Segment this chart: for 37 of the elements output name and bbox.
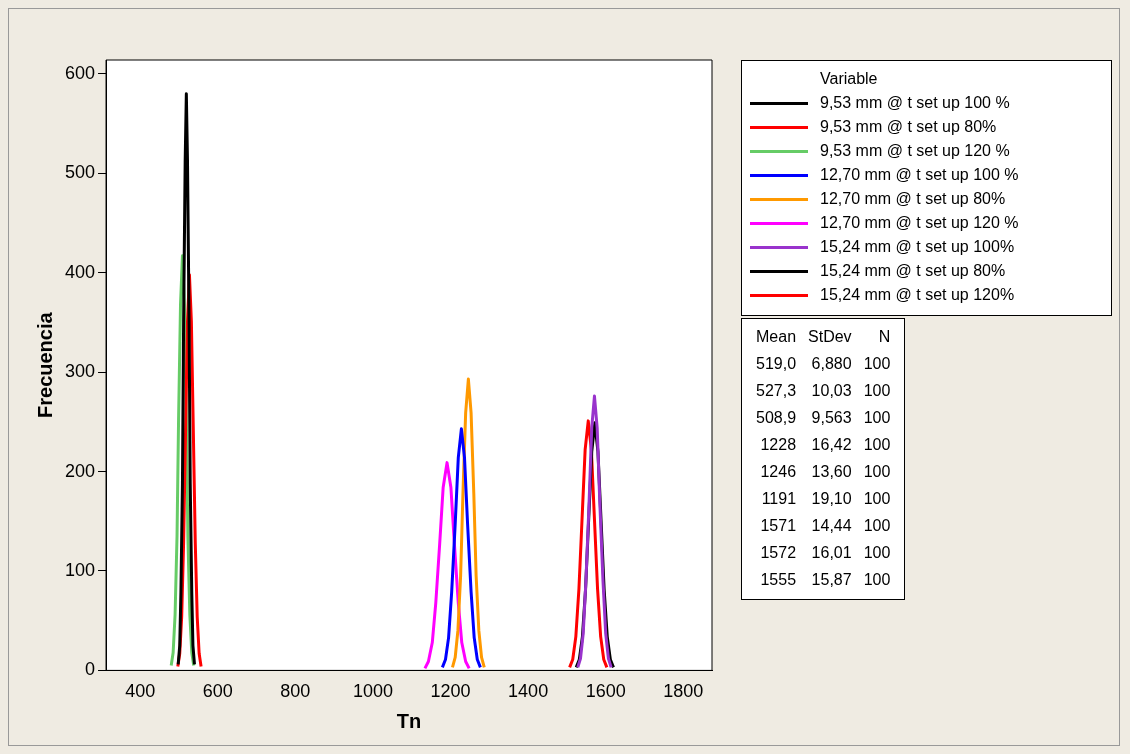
x-axis-title: Tn (396, 709, 422, 732)
legend-label: 12,70 mm @ t set up 120 % (820, 214, 1019, 232)
x-tick-label: 1600 (585, 681, 626, 702)
x-tick-label: 600 (202, 681, 233, 702)
text: 1572 16,01 100 (759, 542, 892, 563)
legend-label: 15,24 mm @ t set up 100% (820, 238, 1015, 256)
x-tick-label: 1000 (352, 681, 393, 702)
legend-title: Variable (819, 69, 879, 89)
y-axis-title: Frecuencia (33, 311, 56, 418)
x-tick-label: 400 (125, 681, 156, 702)
legend-label: 9,53 mm @ t set up 120 % (820, 142, 1010, 160)
legend-label: 15,24 mm @ t set up 80% (820, 262, 1006, 280)
y-tick-label: 0 (85, 659, 96, 680)
y-tick-label: 200 (64, 460, 96, 481)
text: 1555 15,87 100 (759, 569, 892, 590)
x-tick-label: 800 (280, 681, 311, 702)
legend-label: 12,70 mm @ t set up 80% (820, 190, 1006, 208)
text: 519,0 6,880 100 (755, 353, 892, 374)
y-tick-label: 400 (64, 261, 96, 282)
x-tick-label: 1400 (508, 681, 549, 702)
text: Mean StDev N (756, 327, 891, 345)
y-tick-label: 500 (64, 162, 96, 183)
text: 508,9 9,563 100 (755, 407, 892, 428)
legend-label: 12,70 mm @ t set up 100 % (820, 166, 1019, 184)
text: 1571 14,44 100 (759, 515, 892, 536)
y-tick-label: 100 (64, 559, 96, 580)
x-tick-label: 1800 (663, 681, 704, 702)
y-tick-label: 600 (64, 62, 96, 83)
text: 1246 13,60 100 (759, 461, 892, 482)
legend-label: 15,24 mm @ t set up 120% (820, 286, 1015, 304)
legend-label: 9,53 mm @ t set up 100 % (820, 94, 1010, 112)
legend-label: 9,53 mm @ t set up 80% (820, 118, 997, 136)
text: 527,3 10,03 100 (755, 380, 892, 401)
text: 1191 19,10 100 (760, 488, 892, 509)
y-tick-label: 300 (64, 361, 96, 382)
text: 1228 16,42 100 (759, 434, 892, 455)
x-tick-label: 1200 (430, 681, 471, 702)
